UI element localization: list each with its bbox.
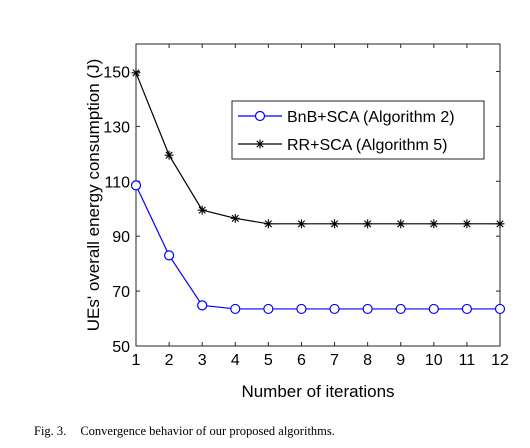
data-point-1 [462, 219, 472, 229]
y-axis-label: UEs' overall energy consumption (J) [84, 59, 103, 332]
figure-number: Fig. 3. [34, 424, 67, 438]
y-tick-label: 130 [103, 119, 130, 136]
data-point-1 [131, 68, 141, 78]
y-tick-label: 50 [112, 339, 130, 356]
figure-caption: Fig. 3. Convergence behavior of our propo… [34, 424, 335, 439]
data-point-1 [396, 219, 406, 229]
data-point-0 [428, 303, 439, 315]
data-point-1 [363, 219, 373, 229]
y-tick-label: 110 [104, 174, 130, 191]
series-layer [130, 68, 506, 315]
y-tick-label: 70 [112, 284, 130, 301]
legend-star-icon [255, 139, 265, 149]
caption-text: Convergence behavior of our proposed alg… [80, 424, 335, 438]
y-tick-label: 150 [103, 64, 130, 81]
data-point-0 [197, 300, 208, 311]
x-tick-label: 11 [459, 352, 476, 369]
legend: BnB+SCA (Algorithm 2) RR+SCA (Algorithm … [231, 100, 485, 160]
legend-marker-bnb [254, 110, 266, 122]
data-point-0 [230, 303, 241, 315]
data-point-1 [230, 213, 240, 223]
data-point-0 [263, 303, 274, 315]
data-point-0 [163, 250, 175, 261]
data-point-1 [495, 219, 505, 229]
y-tick-label: 90 [112, 229, 130, 246]
legend-label-bnb: BnB+SCA (Algorithm 2) [287, 109, 455, 126]
series-line-1 [135, 72, 500, 225]
x-tick-label: 2 [165, 352, 174, 369]
x-tick-label: 7 [330, 352, 339, 369]
data-point-0 [296, 303, 307, 315]
x-tick-label: 12 [491, 352, 509, 369]
data-point-1 [197, 205, 207, 215]
x-tick-label: 1 [132, 352, 141, 369]
x-axis-label: Number of iterations [241, 382, 394, 401]
legend-label-rr: RR+SCA (Algorithm 5) [287, 137, 448, 154]
data-point-0 [395, 303, 406, 315]
x-tick-label: 6 [297, 352, 306, 369]
x-tick-label: 8 [363, 352, 372, 369]
x-tick-label: 10 [425, 352, 443, 369]
data-point-0 [329, 303, 340, 315]
data-point-0 [494, 303, 506, 315]
data-point-1 [164, 150, 174, 160]
x-tick-label: 5 [264, 352, 273, 369]
data-point-1 [330, 219, 340, 229]
x-tick-label: 4 [231, 352, 240, 369]
data-point-1 [429, 219, 439, 229]
x-tick-label: 9 [396, 352, 405, 369]
data-point-0 [461, 303, 473, 315]
plot-area [135, 43, 501, 347]
legend-marker-rr [255, 139, 265, 149]
data-point-1 [263, 219, 273, 229]
data-point-0 [130, 180, 142, 191]
data-point-0 [362, 303, 373, 315]
legend-box [231, 100, 485, 160]
data-point-1 [296, 219, 306, 229]
x-tick-label: 3 [198, 352, 207, 369]
series-line-0 [135, 185, 500, 310]
